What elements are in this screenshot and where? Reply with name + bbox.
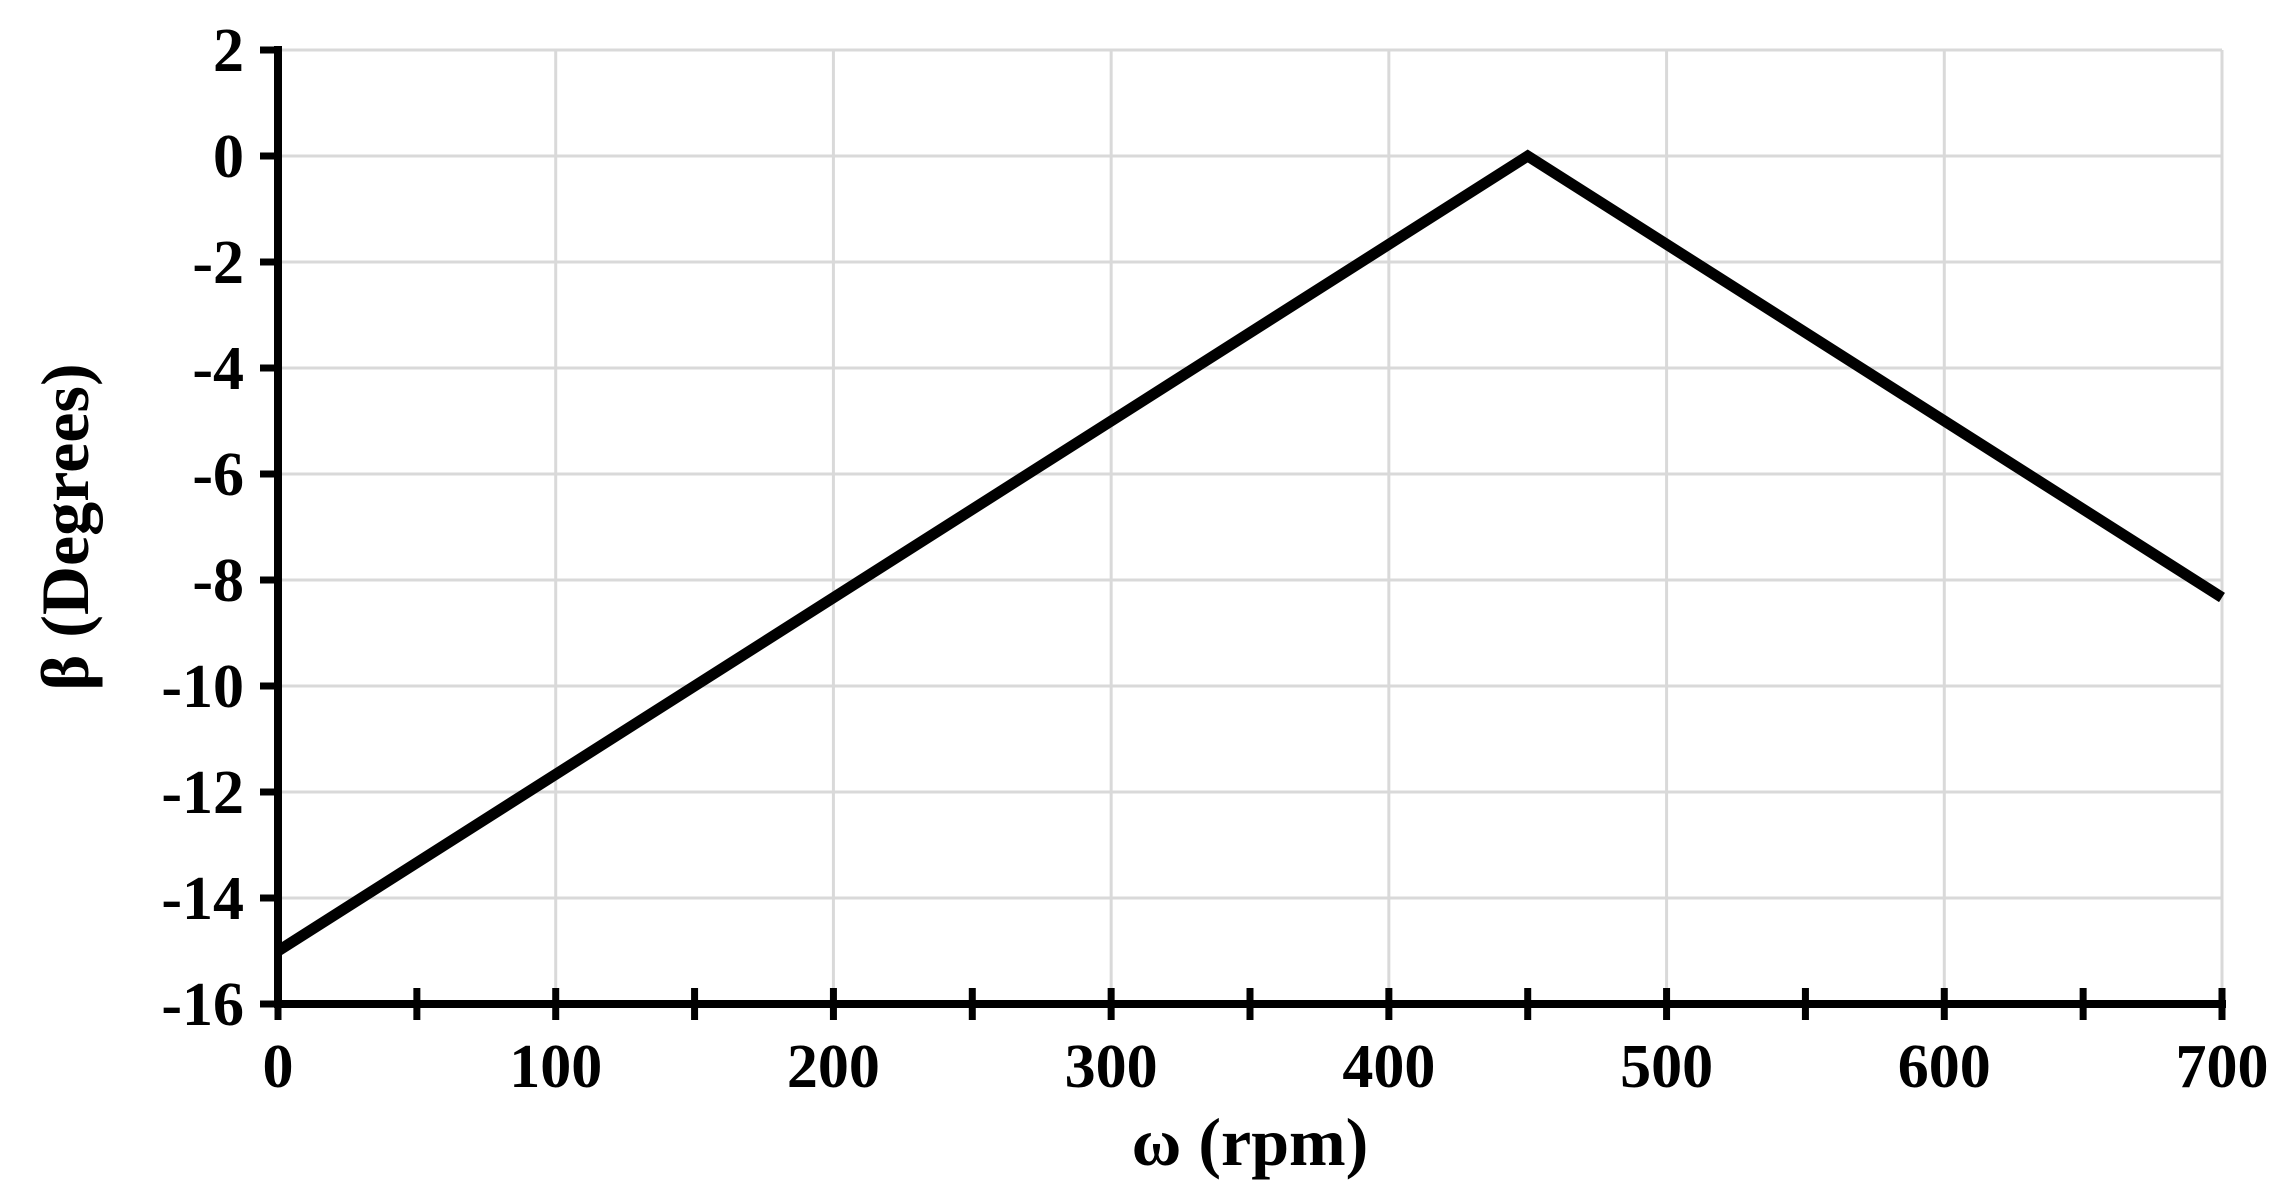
y-tick-label-2: 2 [213,17,244,85]
y-tick-label--10: -10 [161,653,244,721]
axes [260,46,2226,1020]
y-tick-label--16: -16 [161,971,244,1039]
gridlines [278,48,2224,1004]
y-tick-label--8: -8 [192,547,244,615]
x-tick-label-400: 400 [1342,1033,1435,1101]
series-layer [275,149,2225,956]
x-tick-label-0: 0 [263,1033,294,1101]
x-tick-label-700: 700 [2176,1033,2269,1101]
x-tick-label-200: 200 [787,1033,880,1101]
y-tick-label--6: -6 [192,441,244,509]
x-tick-label-600: 600 [1898,1033,1991,1101]
x-axis-title: ω (rpm) [1132,1104,1369,1180]
y-tick-label-0: 0 [213,123,244,191]
y-tick-label--12: -12 [161,759,244,827]
y-tick-label--14: -14 [161,865,244,933]
y-axis-title: β (Degrees) [27,363,103,690]
x-tick-label-100: 100 [509,1033,602,1101]
y-tick-label--4: -4 [192,335,244,403]
x-tick-label-500: 500 [1620,1033,1713,1101]
tick-labels: 2 0 -2 -4 -6 -8 -10 -12 -14 -16 0 100 200 300 400 500 60… [161,17,2268,1101]
series-line-0 [275,149,2225,956]
x-tick-label-300: 300 [1065,1033,1158,1101]
y-tick-label--2: -2 [192,229,244,297]
